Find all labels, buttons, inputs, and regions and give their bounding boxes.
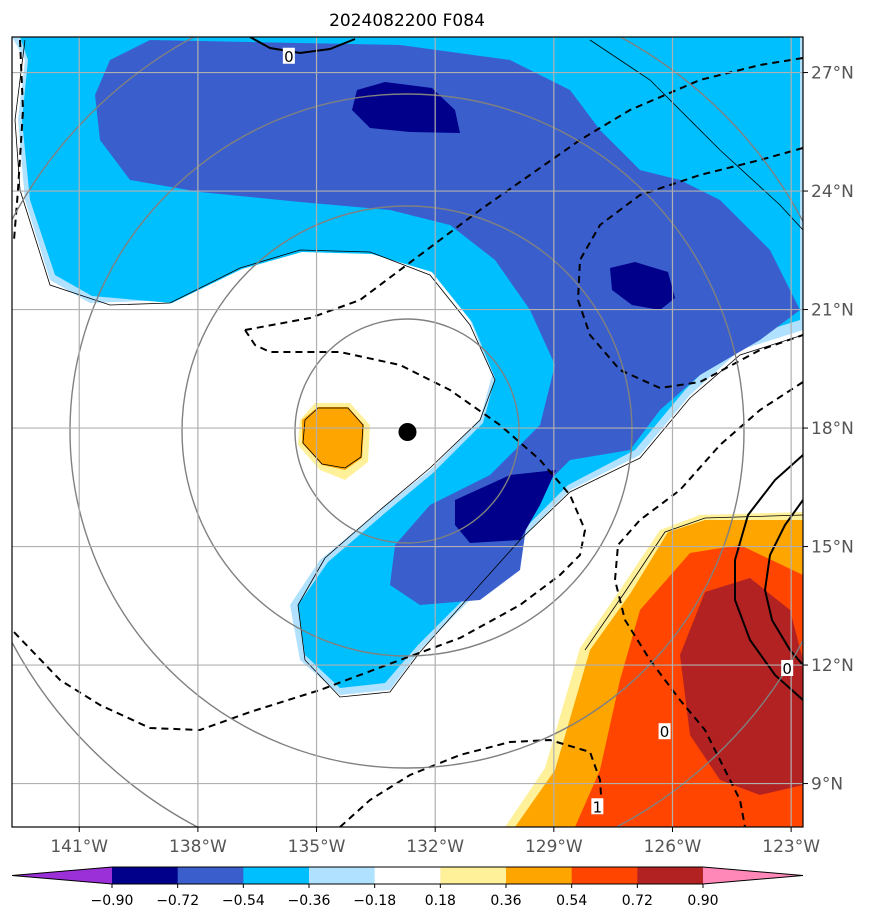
outline-blue-band bbox=[14, 39, 803, 698]
colorbar-segment bbox=[309, 867, 376, 884]
x-tick-label: 141°W bbox=[50, 837, 108, 857]
colorbar-tick-label: −0.18 bbox=[353, 893, 396, 909]
gridlines bbox=[12, 37, 803, 827]
contour-label: 0 bbox=[782, 660, 792, 678]
fill-navy-south bbox=[455, 470, 556, 543]
y-tick-label: 27°N bbox=[811, 64, 854, 84]
colorbar-tick-label: 0.54 bbox=[556, 893, 587, 909]
y-tick-label: 21°N bbox=[811, 301, 854, 321]
fill-royalblue bbox=[95, 40, 800, 605]
x-tick-label: 138°W bbox=[169, 837, 227, 857]
contour-label: 1 bbox=[593, 798, 603, 816]
y-axis: 9°N 12°N 15°N 18°N 21°N 24°N 27°N bbox=[803, 64, 854, 795]
colorbar-tick-label: 0.90 bbox=[687, 893, 718, 909]
y-tick-label: 12°N bbox=[811, 656, 854, 676]
colorbar-tick-label: −0.54 bbox=[222, 893, 265, 909]
contour-label-bg bbox=[658, 723, 671, 740]
map-area: 0 0 0 1 bbox=[12, 37, 803, 827]
y-tick-label: 18°N bbox=[811, 419, 854, 439]
y-tick-label: 24°N bbox=[811, 182, 854, 202]
colorbar-extend-low bbox=[12, 867, 112, 884]
x-tick-label: 129°W bbox=[525, 837, 583, 857]
colorbar-segment bbox=[112, 867, 179, 884]
dashed-contours bbox=[12, 39, 803, 827]
colorbar-segment bbox=[571, 867, 638, 884]
fill-navy-east bbox=[610, 262, 675, 310]
colorbar-segment bbox=[374, 867, 441, 884]
x-axis: 141°W 138°W 135°W 132°W 129°W 126°W 123°W bbox=[50, 827, 820, 857]
outline-blue-north bbox=[589, 39, 803, 231]
solid-contours bbox=[249, 37, 803, 701]
colorbar: −0.90 −0.72 −0.54 −0.36 −0.18 0.18 0.36 0.54 0.7… bbox=[11, 866, 804, 909]
colorbar-segment bbox=[177, 867, 244, 884]
colorbar-segment bbox=[506, 867, 573, 884]
x-tick-label: 135°W bbox=[288, 837, 346, 857]
colorbar-extend-high bbox=[703, 867, 803, 884]
contour-labels: 0 0 0 1 bbox=[282, 47, 794, 816]
colorbar-segment bbox=[440, 867, 507, 884]
storm-center-marker bbox=[398, 423, 417, 441]
colorbar-tick-label: 0.18 bbox=[425, 893, 456, 909]
contour-label: 0 bbox=[284, 48, 294, 66]
colorbar-tick-label: −0.90 bbox=[91, 893, 134, 909]
contour-label-bg bbox=[282, 47, 295, 64]
outline-se bbox=[584, 514, 803, 651]
y-tick-label: 9°N bbox=[811, 775, 843, 795]
colorbar-tick-label: −0.36 bbox=[288, 893, 331, 909]
x-tick-label: 126°W bbox=[644, 837, 702, 857]
y-tick-label: 15°N bbox=[811, 538, 854, 558]
outline-center bbox=[302, 407, 364, 469]
contour-label: 0 bbox=[660, 723, 670, 741]
fill-orange-center bbox=[302, 407, 364, 470]
x-tick-label: 123°W bbox=[762, 837, 820, 857]
x-tick-label: 132°W bbox=[406, 837, 464, 857]
map-frame bbox=[11, 36, 804, 828]
chart-title: 2024082200 F084 bbox=[329, 11, 485, 31]
colorbar-segment bbox=[637, 867, 704, 884]
colorbar-tick-label: 0.36 bbox=[490, 893, 521, 909]
colorbar-tick-label: −0.72 bbox=[156, 893, 199, 909]
colorbar-tick-label: 0.72 bbox=[622, 893, 653, 909]
contour-label-bg bbox=[591, 798, 604, 815]
contour-label-bg bbox=[781, 660, 794, 676]
range-rings bbox=[12, 37, 803, 827]
colorbar-segment bbox=[243, 867, 310, 884]
